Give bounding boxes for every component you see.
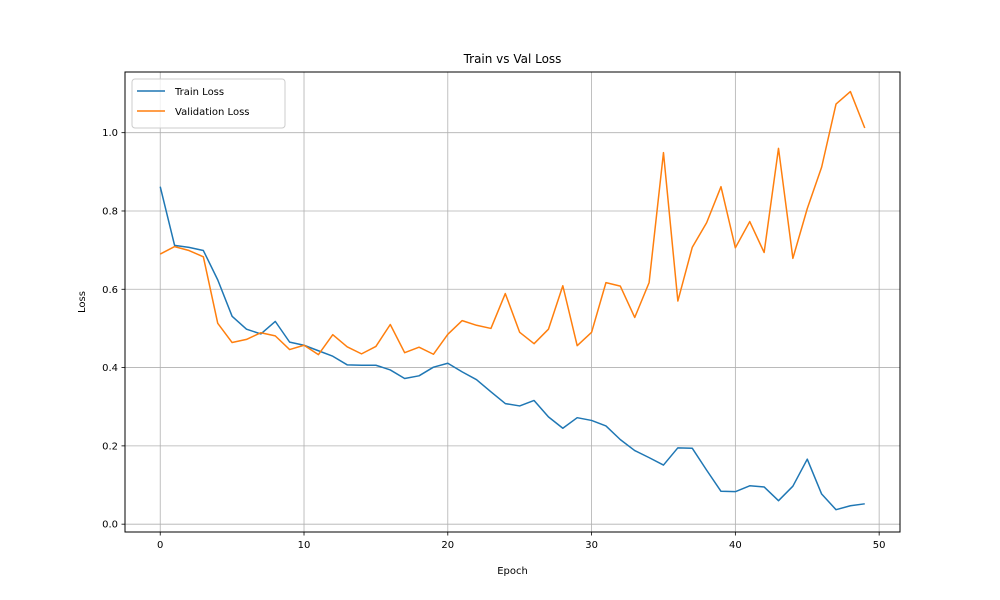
series-line-train-loss	[159, 186, 865, 511]
legend-box	[131, 78, 286, 129]
x-tick-label: 50	[873, 540, 886, 551]
x-tick-label: 10	[298, 540, 311, 551]
y-axis-label: Loss	[77, 291, 88, 313]
x-tick-label: 20	[441, 540, 454, 551]
y-tick-label: 0.6	[102, 285, 118, 296]
y-tick-label: 0.4	[102, 363, 118, 374]
x-axis-label: Epoch	[497, 566, 528, 577]
x-tick-label: 40	[729, 540, 742, 551]
x-tick-label: 0	[157, 540, 163, 551]
axis-ticks: 0 10 20 30 40 50 0.0 0.2 0.4 0.6 0.8 1.0	[102, 128, 885, 551]
grid	[125, 72, 900, 532]
y-tick-label: 0.0	[102, 520, 118, 531]
y-tick-label: 0.8	[102, 206, 118, 217]
series-line-validation-loss	[159, 90, 866, 356]
x-tick-label: 30	[585, 540, 598, 551]
legend-entry-label: Train Loss	[174, 87, 224, 98]
chart-title: Train vs Val Loss	[463, 52, 562, 66]
legend-entry-label: Validation Loss	[175, 107, 250, 118]
series-lines	[159, 90, 866, 511]
legend: Train Loss Validation Loss	[131, 78, 286, 129]
plot-frame	[124, 71, 901, 533]
y-tick-label: 0.2	[102, 441, 118, 452]
y-tick-label: 1.0	[102, 128, 118, 139]
